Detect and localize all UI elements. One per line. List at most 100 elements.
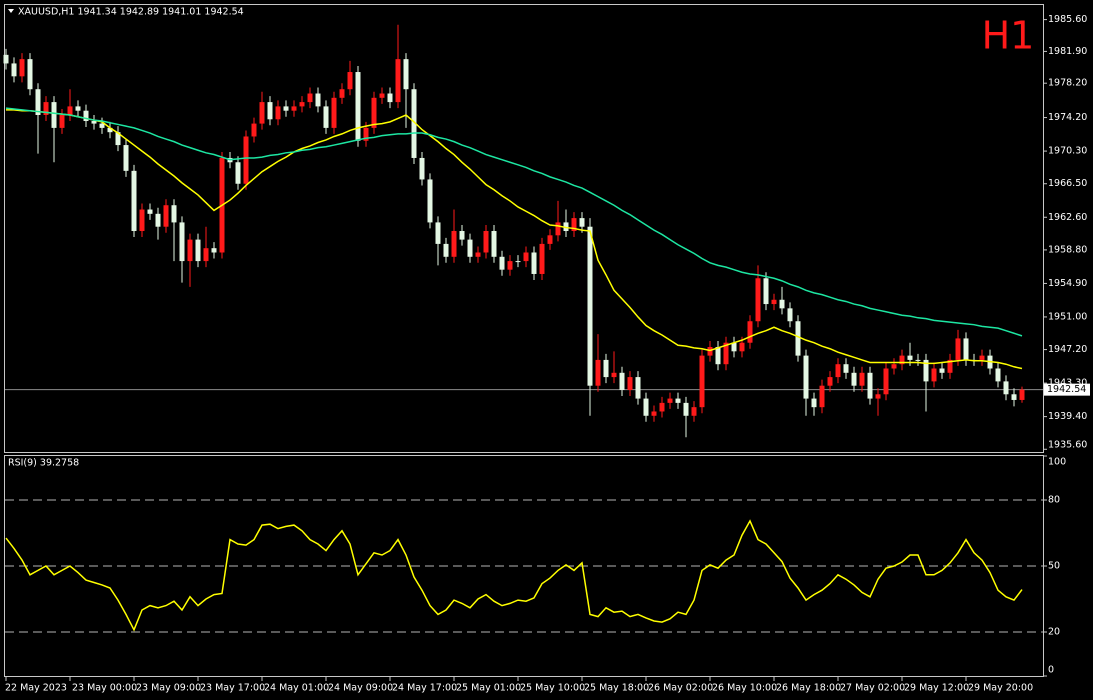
candle-body [827,377,833,386]
candle-body [619,372,625,390]
y-tick-label: 20 [1048,627,1060,638]
symbol-title: XAUUSD,H1 1941.34 1942.89 1941.01 1942.5… [18,7,244,18]
line [6,109,1023,370]
candle-body [19,59,25,77]
x-tick-label: 24 May 17:00 [392,683,457,694]
candle-body [643,398,649,416]
candle-body [459,231,465,240]
candle-body [715,347,721,365]
candle-body [603,359,609,378]
candle-body [947,359,953,373]
x-tick-label: 26 May 10:00 [712,683,777,694]
candle-body [11,63,17,77]
y-tick-label: 1951.00 [1048,311,1087,322]
candle-body [467,239,473,257]
candle-body [91,121,97,124]
candle-body [779,299,785,309]
candle-body [707,347,713,356]
y-tick-label: 1981.90 [1048,46,1087,57]
candle-body [451,231,457,257]
candle-body [475,252,481,257]
candle-body [803,355,809,399]
candle-body [379,93,385,98]
candle-body [875,394,881,399]
main-pane-frame [4,4,1044,453]
candle-body [403,59,409,90]
candle-body [347,72,353,90]
candle-body [723,342,729,365]
candle-body [931,368,937,382]
candle-body [275,106,281,120]
candle-body [635,377,641,399]
candle-body [491,231,497,257]
candle-body [555,222,561,236]
y-tick-label: 1935.60 [1048,440,1087,451]
candle-body [27,59,33,90]
x-tick-label: 23 May 09:00 [136,683,201,694]
candle-body [395,59,401,103]
candle-body [443,243,449,257]
candle-body [331,97,337,128]
y-tick-label: 1939.40 [1048,411,1087,422]
candle-body [435,222,441,244]
candle-body [659,402,665,412]
candle-body [515,261,521,263]
y-tick-label: 1947.20 [1048,344,1087,355]
candle-body [291,106,297,111]
y-tick-label: 1958.80 [1048,244,1087,255]
candle-body [587,226,593,386]
candle-body [323,106,329,128]
y-tick-label: 0 [1048,665,1054,676]
candle-body [507,261,513,270]
x-tick-label: 25 May 18:00 [584,683,649,694]
candle-body [563,222,569,232]
candle-body [683,402,689,416]
candle-body [427,179,433,223]
candle-body [251,123,257,137]
candle-body [611,372,617,378]
candle-body [339,89,345,98]
candle-body [1019,389,1025,400]
candle-body [51,102,57,128]
y-tick-label: 80 [1048,495,1060,506]
candle-body [243,136,249,184]
candle-body [939,368,945,373]
candle-body [595,359,601,386]
candle-body [747,321,753,343]
current-price-label: 1942.54 [1047,384,1086,395]
candle-body [691,407,697,416]
candle-body [979,355,985,360]
candle-body [675,398,681,403]
y-tick-label: 1985.60 [1048,14,1087,25]
rsi-title: RSI(9) 39.2758 [8,458,79,469]
candle-body [363,127,369,141]
candle-body [731,342,737,352]
candle-body [579,218,585,227]
candle-body [763,278,769,305]
candle-body [147,209,153,214]
candle-body [59,114,65,128]
candle-body [115,132,121,146]
line [5,519,1023,632]
candle-body [131,170,137,232]
candle-body [867,372,873,399]
y-tick-label: 1978.20 [1048,78,1087,89]
candle-body [843,364,849,373]
candle-body [43,102,49,115]
candle-body [891,364,897,369]
x-tick-label: 23 May 00:00 [72,683,137,694]
candle-body [835,364,841,378]
candle-body [771,299,777,305]
candle-body [195,239,201,262]
y-tick-label: 1970.30 [1048,146,1087,157]
candle-body [283,106,289,111]
y-tick-label: 1962.60 [1048,212,1087,223]
x-tick-label: 25 May 01:00 [456,683,521,694]
candle-body [483,231,489,253]
x-tick-label: 22 May 2023 [5,683,67,694]
candle-body [139,209,145,232]
candle-body [523,252,529,262]
candle-body [1011,394,1017,400]
